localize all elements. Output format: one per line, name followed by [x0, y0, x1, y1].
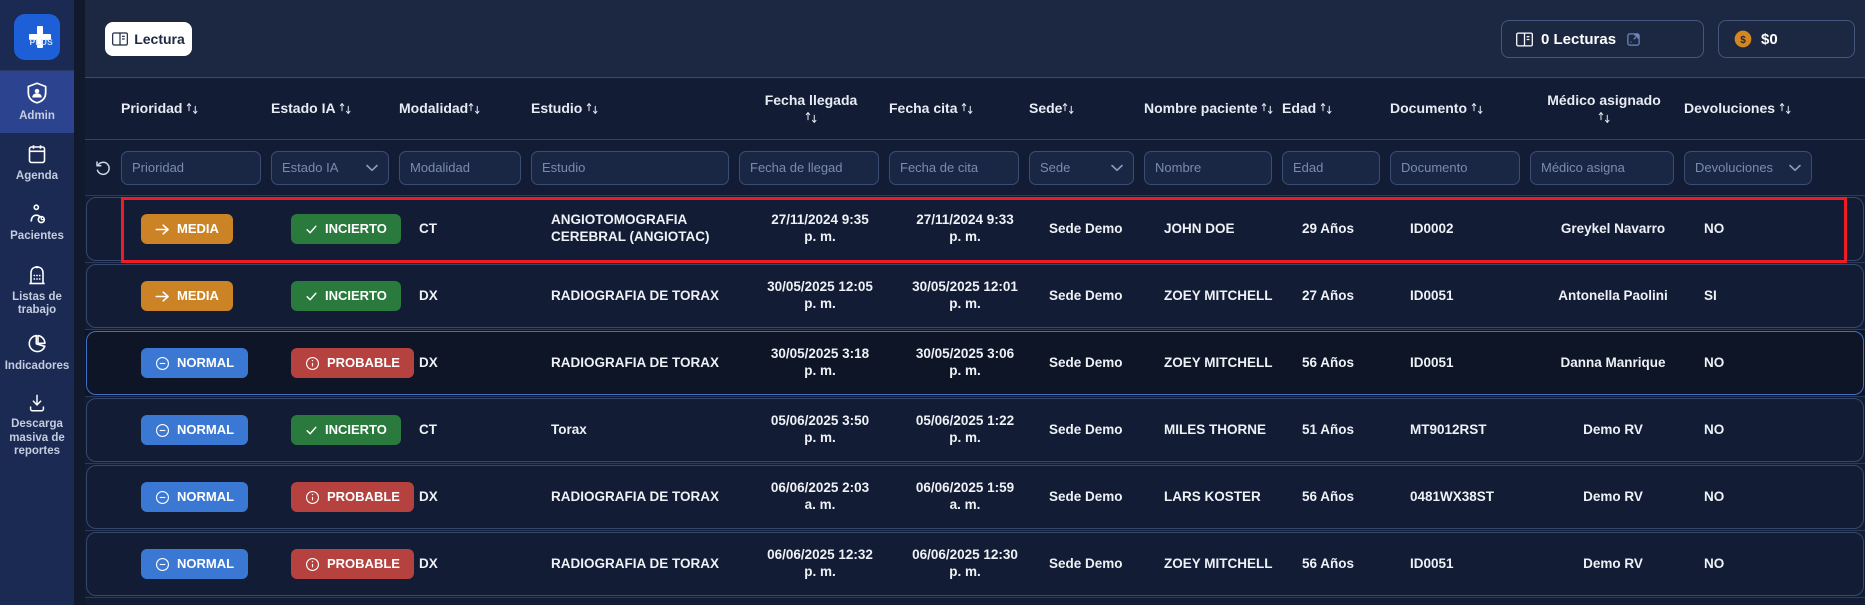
svg-text:$: $ — [1740, 35, 1746, 46]
